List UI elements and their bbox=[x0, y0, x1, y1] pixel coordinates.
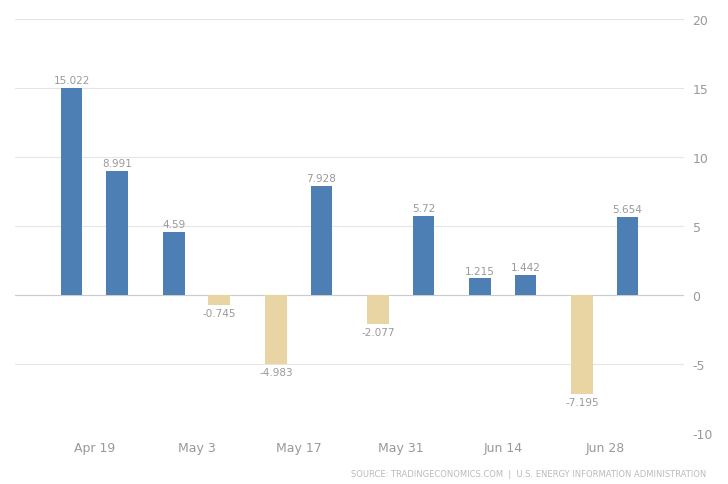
Text: -7.195: -7.195 bbox=[566, 397, 599, 408]
Text: -0.745: -0.745 bbox=[202, 308, 236, 318]
Bar bbox=[617, 218, 638, 295]
Text: 7.928: 7.928 bbox=[306, 174, 336, 183]
Text: 5.654: 5.654 bbox=[613, 205, 643, 215]
Bar bbox=[106, 172, 128, 295]
Text: 5.72: 5.72 bbox=[412, 204, 435, 214]
Text: SOURCE: TRADINGECONOMICS.COM  |  U.S. ENERGY INFORMATION ADMINISTRATION: SOURCE: TRADINGECONOMICS.COM | U.S. ENER… bbox=[351, 469, 706, 478]
Bar bbox=[571, 295, 593, 394]
Bar bbox=[61, 89, 82, 295]
Bar bbox=[208, 295, 230, 306]
Text: 1.442: 1.442 bbox=[510, 263, 540, 273]
Text: -2.077: -2.077 bbox=[361, 327, 395, 337]
Bar bbox=[163, 232, 185, 295]
Text: 15.022: 15.022 bbox=[54, 76, 90, 86]
Text: 4.59: 4.59 bbox=[162, 220, 186, 229]
Text: 8.991: 8.991 bbox=[102, 159, 132, 169]
Text: -4.983: -4.983 bbox=[259, 367, 293, 377]
Bar bbox=[515, 275, 537, 295]
Bar bbox=[265, 295, 287, 364]
Text: 1.215: 1.215 bbox=[465, 266, 495, 276]
Bar bbox=[413, 217, 434, 295]
Bar bbox=[470, 279, 491, 295]
Bar bbox=[311, 186, 332, 295]
Bar bbox=[367, 295, 389, 324]
